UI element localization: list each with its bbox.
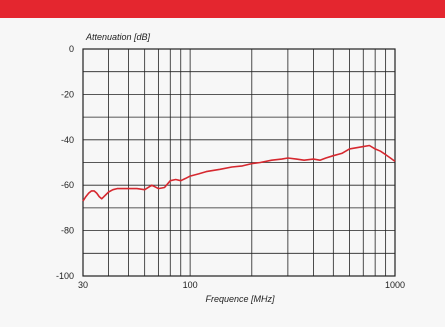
y-tick-label: -40 [61,135,74,145]
x-tick-labels: 30 100 1000 [78,280,405,290]
y-tick-label: -60 [61,180,74,190]
x-tick-label: 100 [183,280,198,290]
y-tick-label: -100 [56,271,74,281]
x-axis-title: Frequence [MHz] [205,294,275,304]
chart-grid [82,48,396,277]
y-axis-title: Attenuation [dB] [85,32,151,42]
x-tick-label: 30 [78,280,88,290]
series-line [82,144,396,202]
plot-frame [82,48,396,277]
x-tick-label: 1000 [385,280,405,290]
y-tick-labels: 0 -20 -40 -60 -80 -100 [56,44,74,281]
y-tick-label: -80 [61,226,74,236]
y-tick-label: 0 [69,44,74,54]
header-color-bar [0,0,445,18]
y-tick-label: -20 [61,89,74,99]
